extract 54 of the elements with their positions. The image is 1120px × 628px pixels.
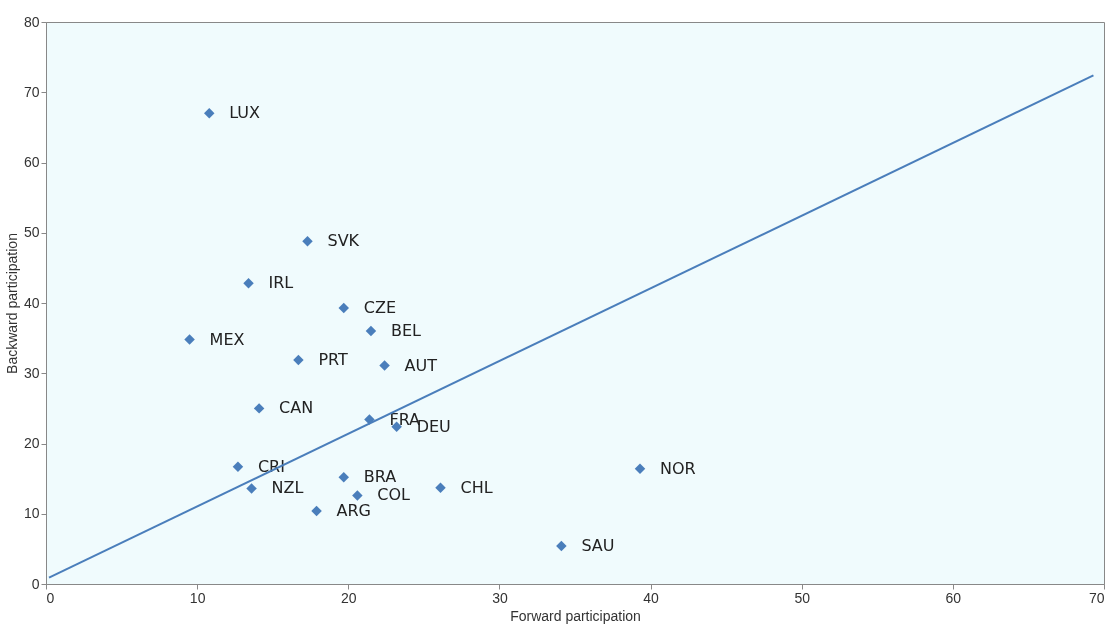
x-tick-label: 50 xyxy=(794,589,811,606)
point xyxy=(379,360,390,371)
y-tick-label: 70 xyxy=(23,83,40,100)
data-label: BEL xyxy=(390,321,422,341)
point xyxy=(243,278,254,289)
data-label: SVK xyxy=(327,231,360,251)
point xyxy=(293,354,304,366)
data-label: NOR xyxy=(659,458,696,478)
point xyxy=(364,414,375,425)
point xyxy=(302,235,313,247)
y-tick-label: 60 xyxy=(23,154,40,170)
data-label: COL xyxy=(377,485,411,505)
data-label: CHL xyxy=(460,477,493,497)
y-tick-label: 30 xyxy=(23,364,40,381)
point xyxy=(203,108,215,119)
point xyxy=(246,483,257,494)
data-label: CZE xyxy=(363,297,396,317)
x-tick-label: 40 xyxy=(643,589,660,606)
data-label: BRA xyxy=(363,467,397,487)
x-tick-label: 30 xyxy=(492,589,508,606)
data-label: IRL xyxy=(268,273,294,293)
x-tick-label: 20 xyxy=(341,589,357,606)
data-label: CRI xyxy=(257,456,285,476)
data-label: NZL xyxy=(271,478,304,498)
point xyxy=(435,482,446,493)
point xyxy=(232,461,244,472)
point xyxy=(634,463,646,475)
point xyxy=(556,540,567,552)
x-tick-label: 0 xyxy=(46,589,55,606)
point xyxy=(311,505,322,517)
x-tick-label: 70 xyxy=(1088,589,1105,606)
point xyxy=(365,325,377,337)
data-label: PRT xyxy=(318,349,349,369)
point xyxy=(184,334,195,345)
y-tick-label: 10 xyxy=(23,505,40,522)
y-tick-label: 80 xyxy=(23,13,40,30)
point xyxy=(352,490,363,501)
point xyxy=(253,403,265,414)
data-label: ARG xyxy=(336,500,372,520)
data-label: MEX xyxy=(209,329,245,349)
x-axis-title: Forward participation xyxy=(510,607,641,624)
data-label: AUT xyxy=(404,355,438,375)
y-tick-label: 40 xyxy=(23,294,40,311)
point xyxy=(338,302,349,314)
x-tick-label: 60 xyxy=(945,589,962,606)
data-label: CAN xyxy=(279,398,314,418)
y-axis-title: Backward participation xyxy=(3,233,20,374)
y-tick-label: 20 xyxy=(23,435,40,451)
y-tick-label: 0 xyxy=(31,575,40,592)
x-tick-label: 10 xyxy=(189,589,206,606)
data-label: SAU xyxy=(581,536,615,556)
data-label: LUX xyxy=(229,103,261,123)
y-tick-label: 50 xyxy=(23,224,40,241)
point xyxy=(338,471,349,483)
